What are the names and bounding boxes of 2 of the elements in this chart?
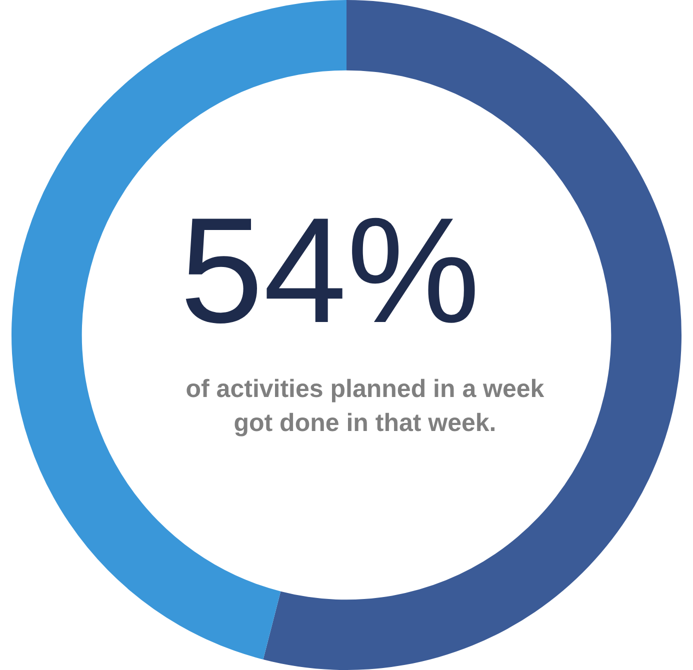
- text: of activities planned in a week got done in that week.: [185, 374, 545, 439]
- data-label: 54%: [178, 186, 482, 354]
